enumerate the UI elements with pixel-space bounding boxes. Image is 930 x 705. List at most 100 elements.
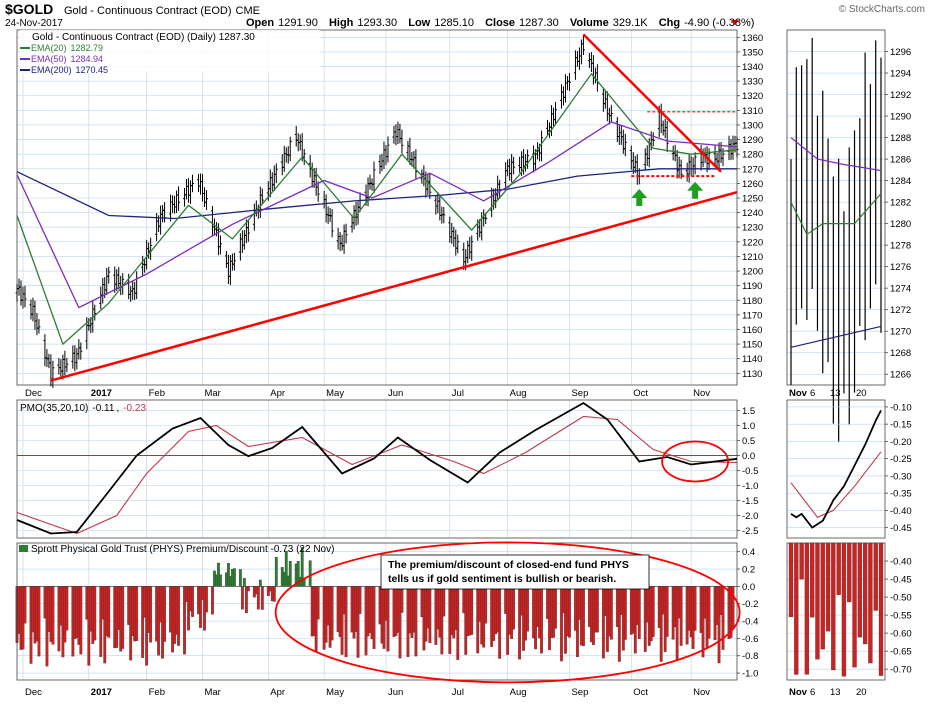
price-bar [591,55,595,85]
zoom-price-axis-tick-label: 1270 [890,327,911,338]
price-bar [392,125,396,144]
zoom-pmo-axis-tick-label: -0.40 [890,506,912,517]
zoom-date-label: 20 [856,388,867,399]
zoom-premium-bar [794,542,799,675]
price-bar [260,188,264,205]
zoom-premium-bar [831,542,836,671]
month-label: Aug [510,687,527,698]
price-bar [37,319,41,334]
annotation-box [380,554,650,590]
premium-bar [721,586,725,650]
up-arrow-icon [687,181,704,199]
pmo-axis-tick-label: -0.5 [742,466,758,477]
price-bar [386,136,390,163]
price-bar [316,181,320,202]
price-bar [198,173,202,195]
price-bar [324,194,328,223]
price-bar [526,149,530,169]
price-axis-tick-label: 1250 [742,194,763,205]
month-label: Jul [452,388,464,399]
price-bar [394,124,398,146]
premium-bar [211,586,214,615]
pmo-title-text: PMO(35,20,10) [20,403,88,414]
premium-bar [414,586,418,657]
pmo-line [16,401,738,535]
open-value: 1291.90 [278,17,318,29]
low-value: 1285.10 [434,17,474,29]
price-bar [45,349,49,367]
premium-bar [623,586,627,640]
month-label: Dec [25,388,42,399]
price-axis-tick-label: 1280 [742,150,763,161]
price-bar [169,194,173,222]
price-bar [623,133,627,157]
zoom-pmo-axis-tick-label: -0.10 [890,402,912,413]
premium-bar [308,560,312,587]
pmo-axis-tick-label: -1.5 [742,496,758,507]
price-bar [717,142,721,170]
premium-bar [246,586,250,592]
price-bar [677,156,681,179]
price-bar [508,158,512,181]
price-axis-tick-label: 1190 [742,281,762,292]
price-bar [163,202,167,223]
zoom-premium-axis-tick-label: -0.55 [890,611,912,622]
price-axis-tick-label: 1200 [742,267,763,278]
zoom-premium-axis-tick-label: -0.45 [890,575,912,586]
price-bar [615,116,619,143]
zoom-date-label: 6 [810,687,815,698]
zoom-premium-axis-tick-label: -0.50 [890,593,912,604]
ema50-value: 1284.94 [71,54,104,64]
price-bar [79,342,83,360]
price-bar [689,155,693,176]
premium-bar [51,586,55,645]
zoom-pmo-axis-tick-label: -0.30 [890,471,912,482]
price-bar [532,145,536,173]
pmo-panel: -2.5 -2.0 -1.5 -1.0 -0.5 0.0 0.5 1.0 1.5 [16,399,758,539]
price-bar [573,50,577,80]
premium-axis-tick-label: -1.0 [742,669,758,680]
price-bar [272,165,276,192]
price-axis-tick-label: 1240 [742,208,763,219]
premium-bar [23,586,27,624]
zoom-price-axis-tick-label: 1280 [890,219,911,230]
premium-bar [149,586,153,643]
zoom-premium-bar [799,542,804,580]
premium-bar [121,586,125,649]
price-bar [141,255,145,276]
zoom-premium-axis-tick-label: -0.70 [890,665,912,676]
price-axis-tick-label: 1320 [742,91,763,102]
watermark: © StockCharts.com [839,4,925,15]
price-axis-tick-label: 1270 [742,164,763,175]
price-bar [651,132,655,147]
price-bar [224,251,228,268]
price-bar [643,148,647,170]
price-bar [589,52,593,73]
price-bar [35,312,39,336]
price-bar [398,123,402,144]
price-bar [559,84,563,109]
annotation-line-1: The premium/discount of closed-end fund … [388,559,629,571]
zoom-ema200-line [790,325,882,348]
pmo-axis-tick-label: -2.5 [742,526,758,537]
premium-bar [238,569,242,587]
price-bar [246,220,250,242]
month-label: Dec [25,687,42,698]
premium-bar [498,586,502,659]
close-label: Close [485,17,515,29]
price-bar [619,125,623,145]
premium-bar [288,561,292,587]
zoom-premium-axis-tick-label: -0.65 [890,647,912,658]
price-bar [342,224,346,254]
price-bar [218,235,222,255]
ema20-line [16,72,738,346]
price-legend: Gold - Continuous Contract (EOD) (Daily)… [20,30,320,75]
price-bar [183,188,187,207]
month-label: Nov [693,687,710,698]
ema20-value: 1282.79 [71,43,104,53]
open-label: Open [246,17,274,29]
premium-bar [484,586,488,624]
premium-panel: -1.0 -0.8 -0.6 -0.4 -0.2 0.0 0.2 0.4 Dec 2017 Feb M… [15,541,758,698]
month-label: Jun [388,687,403,698]
